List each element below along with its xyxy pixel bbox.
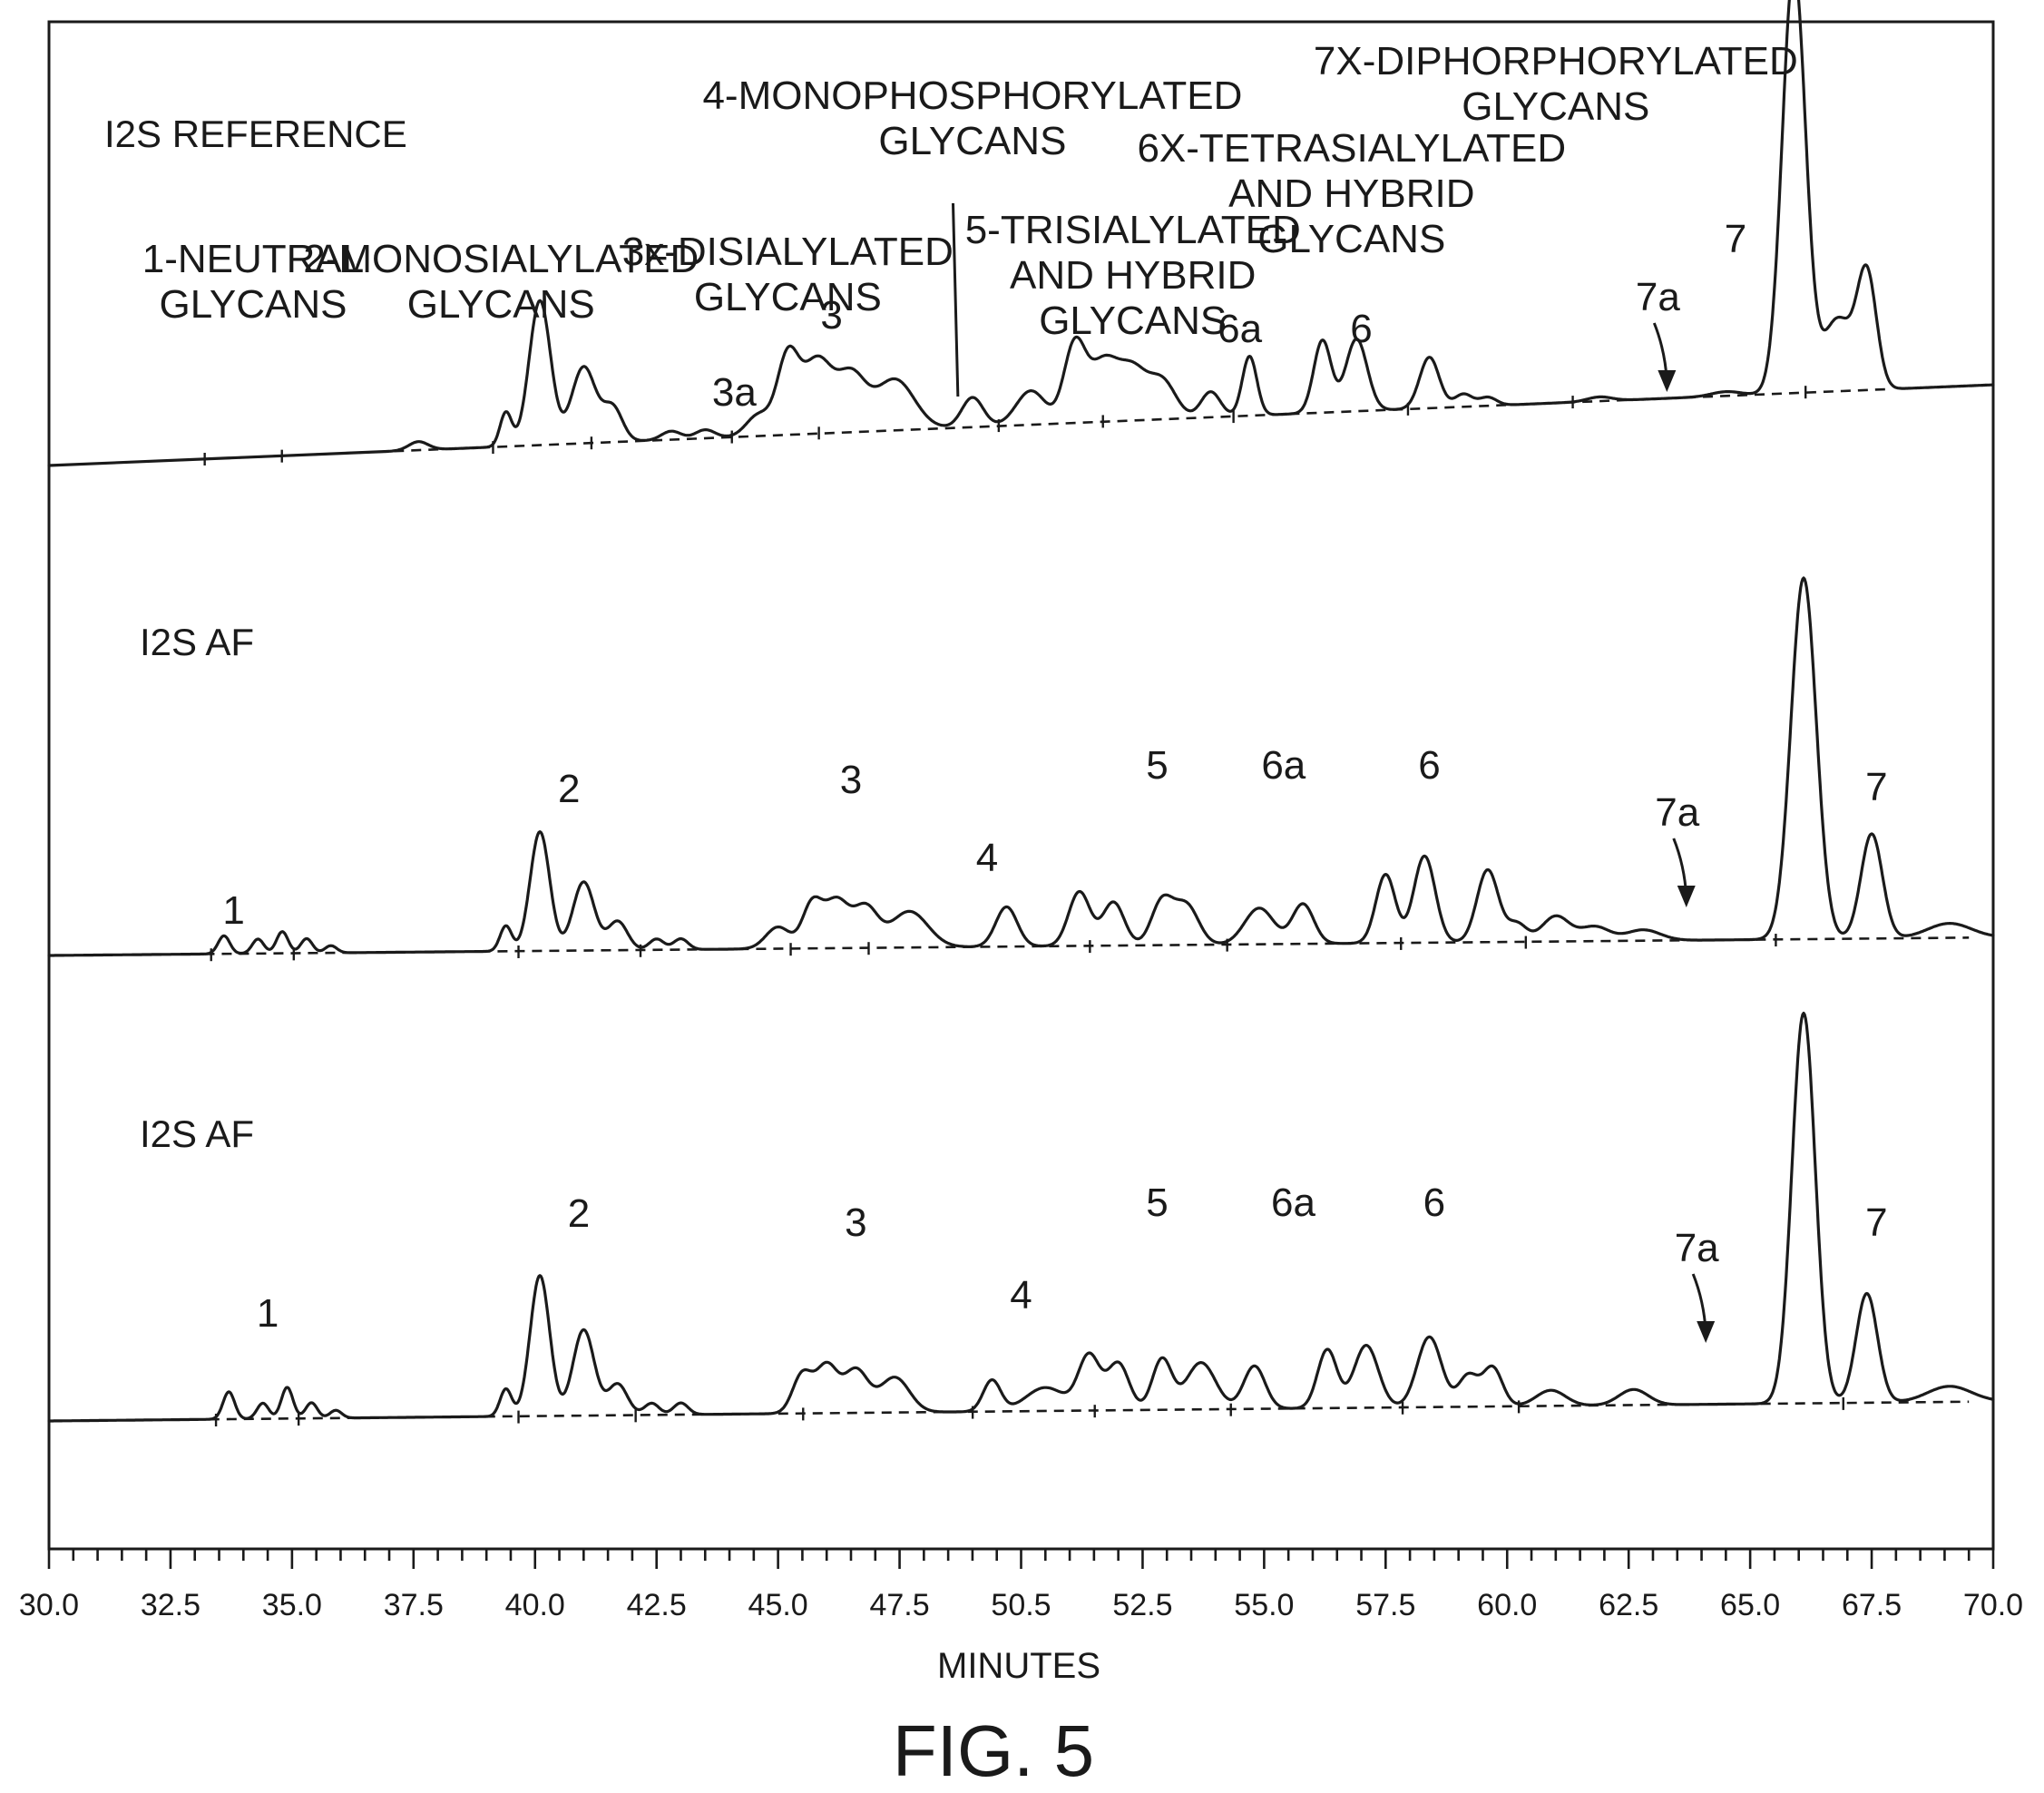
peak-label-7a: 7a (1655, 790, 1699, 835)
group-label: GLYCANS (694, 275, 882, 319)
trace-line (47, 1011, 1995, 1423)
peak-label-6a: 6a (1271, 1181, 1315, 1225)
group-label: GLYCANS (1039, 299, 1227, 343)
arrow-7a-head (1677, 886, 1696, 907)
x-tick-label: 45.0 (748, 1588, 808, 1622)
group-label: 4-MONOPHOSPHORYLATED (702, 73, 1242, 118)
group-label: 2-MONOSIALYLATED (303, 237, 699, 281)
x-tick-label: 37.5 (384, 1588, 444, 1622)
group-label: GLYCANS (1462, 84, 1649, 129)
peak-label-7: 7 (1865, 765, 1887, 809)
peak-label-5: 5 (1146, 1181, 1168, 1225)
peak-label-6a: 6a (1261, 743, 1306, 788)
peak-label-5: 5 (1146, 743, 1168, 788)
peak-label-4: 4 (1010, 1273, 1032, 1318)
integration-baseline (209, 1400, 1970, 1421)
x-tick-label: 40.0 (505, 1588, 565, 1622)
peak-label-3: 3 (845, 1200, 866, 1245)
peak-label-2: 2 (568, 1191, 590, 1236)
x-tick-label: 42.5 (627, 1588, 687, 1622)
arrow-7a-head (1658, 370, 1677, 392)
peak-label-3: 3 (840, 758, 862, 802)
x-tick-label: 35.0 (262, 1588, 322, 1622)
panel-title: I2S REFERENCE (104, 113, 407, 155)
group-label: 5-TRISIALYLATED (965, 208, 1301, 252)
figure-caption: FIG. 5 (893, 1710, 1094, 1791)
peak-label-4: 4 (976, 836, 998, 880)
x-tick-label: 50.5 (991, 1588, 1051, 1622)
arrow-7a-head (1697, 1321, 1716, 1343)
trace-line (47, 0, 1995, 467)
x-tick-label: 67.5 (1842, 1588, 1902, 1622)
panel-title: I2S AF (140, 621, 254, 663)
x-axis: 30.0 32.5 35.0 37.5 40.0 42.5 45.0 47.5 50.5 52.5… (19, 1549, 2023, 1622)
x-tick-label: 30.0 (19, 1588, 79, 1622)
x-axis-label: MINUTES (937, 1646, 1100, 1686)
peak-label-7: 7 (1725, 217, 1746, 261)
chromatogram-panels: I2S REFERENCE1-NEUTRALGLYCANS2-MONOSIALY… (47, 0, 1995, 1427)
x-tick-label: 60.0 (1477, 1588, 1537, 1622)
trace-line (47, 576, 1995, 957)
x-tick-label: 70.0 (1963, 1588, 2023, 1622)
peak-label-1: 1 (257, 1291, 279, 1336)
x-tick-label: 57.5 (1355, 1588, 1415, 1622)
panel-1: I2S REFERENCE1-NEUTRALGLYCANS2-MONOSIALY… (47, 0, 1995, 467)
x-tick-label: 32.5 (141, 1588, 200, 1622)
x-tick-label: 47.5 (869, 1588, 929, 1622)
peak-label-6a: 6a (1218, 307, 1262, 351)
integration-baseline (204, 387, 1887, 461)
peak-label-7a: 7a (1636, 275, 1680, 319)
group4-pointer (951, 202, 960, 397)
peak-label-7: 7 (1865, 1200, 1887, 1245)
group-label: AND HYBRID (1228, 171, 1474, 216)
peak-label-7a: 7a (1675, 1226, 1719, 1270)
x-tick-label: 62.5 (1599, 1588, 1658, 1622)
panel-3: I2S AF 1 2 3 4 5 6a 6 7a 7 (47, 1011, 1995, 1427)
group-label: GLYCANS (1257, 217, 1445, 261)
peak-label-6: 6 (1350, 307, 1372, 351)
peak-label-6: 6 (1418, 743, 1440, 788)
group-label: 1-NEUTRAL (142, 237, 365, 281)
group-label: AND HYBRID (1010, 253, 1256, 298)
group-label: GLYCANS (407, 282, 595, 327)
group-label: 6X-TETRASIALYLATED (1137, 126, 1566, 171)
panel-2: I2S AF 1 2 3 4 5 6a 6 7a 7 (47, 576, 1995, 962)
group-label: GLYCANS (878, 119, 1066, 163)
integration-baseline (204, 936, 1970, 955)
panel-title: I2S AF (140, 1112, 254, 1155)
peak-label-2: 2 (558, 767, 580, 811)
x-tick-label: 52.5 (1112, 1588, 1172, 1622)
peak-label-3: 3 (820, 293, 842, 338)
x-tick-label: 65.0 (1720, 1588, 1780, 1622)
peak-label-3a: 3a (712, 370, 757, 415)
group-label: 7X-DIPHORPHORYLATED (1314, 39, 1798, 83)
group-label: GLYCANS (159, 282, 347, 327)
x-tick-label: 55.0 (1234, 1588, 1294, 1622)
group-label: 3x-DISIALYLATED (622, 230, 954, 274)
peak-label-6: 6 (1423, 1181, 1445, 1225)
peak-label-1: 1 (222, 888, 244, 933)
